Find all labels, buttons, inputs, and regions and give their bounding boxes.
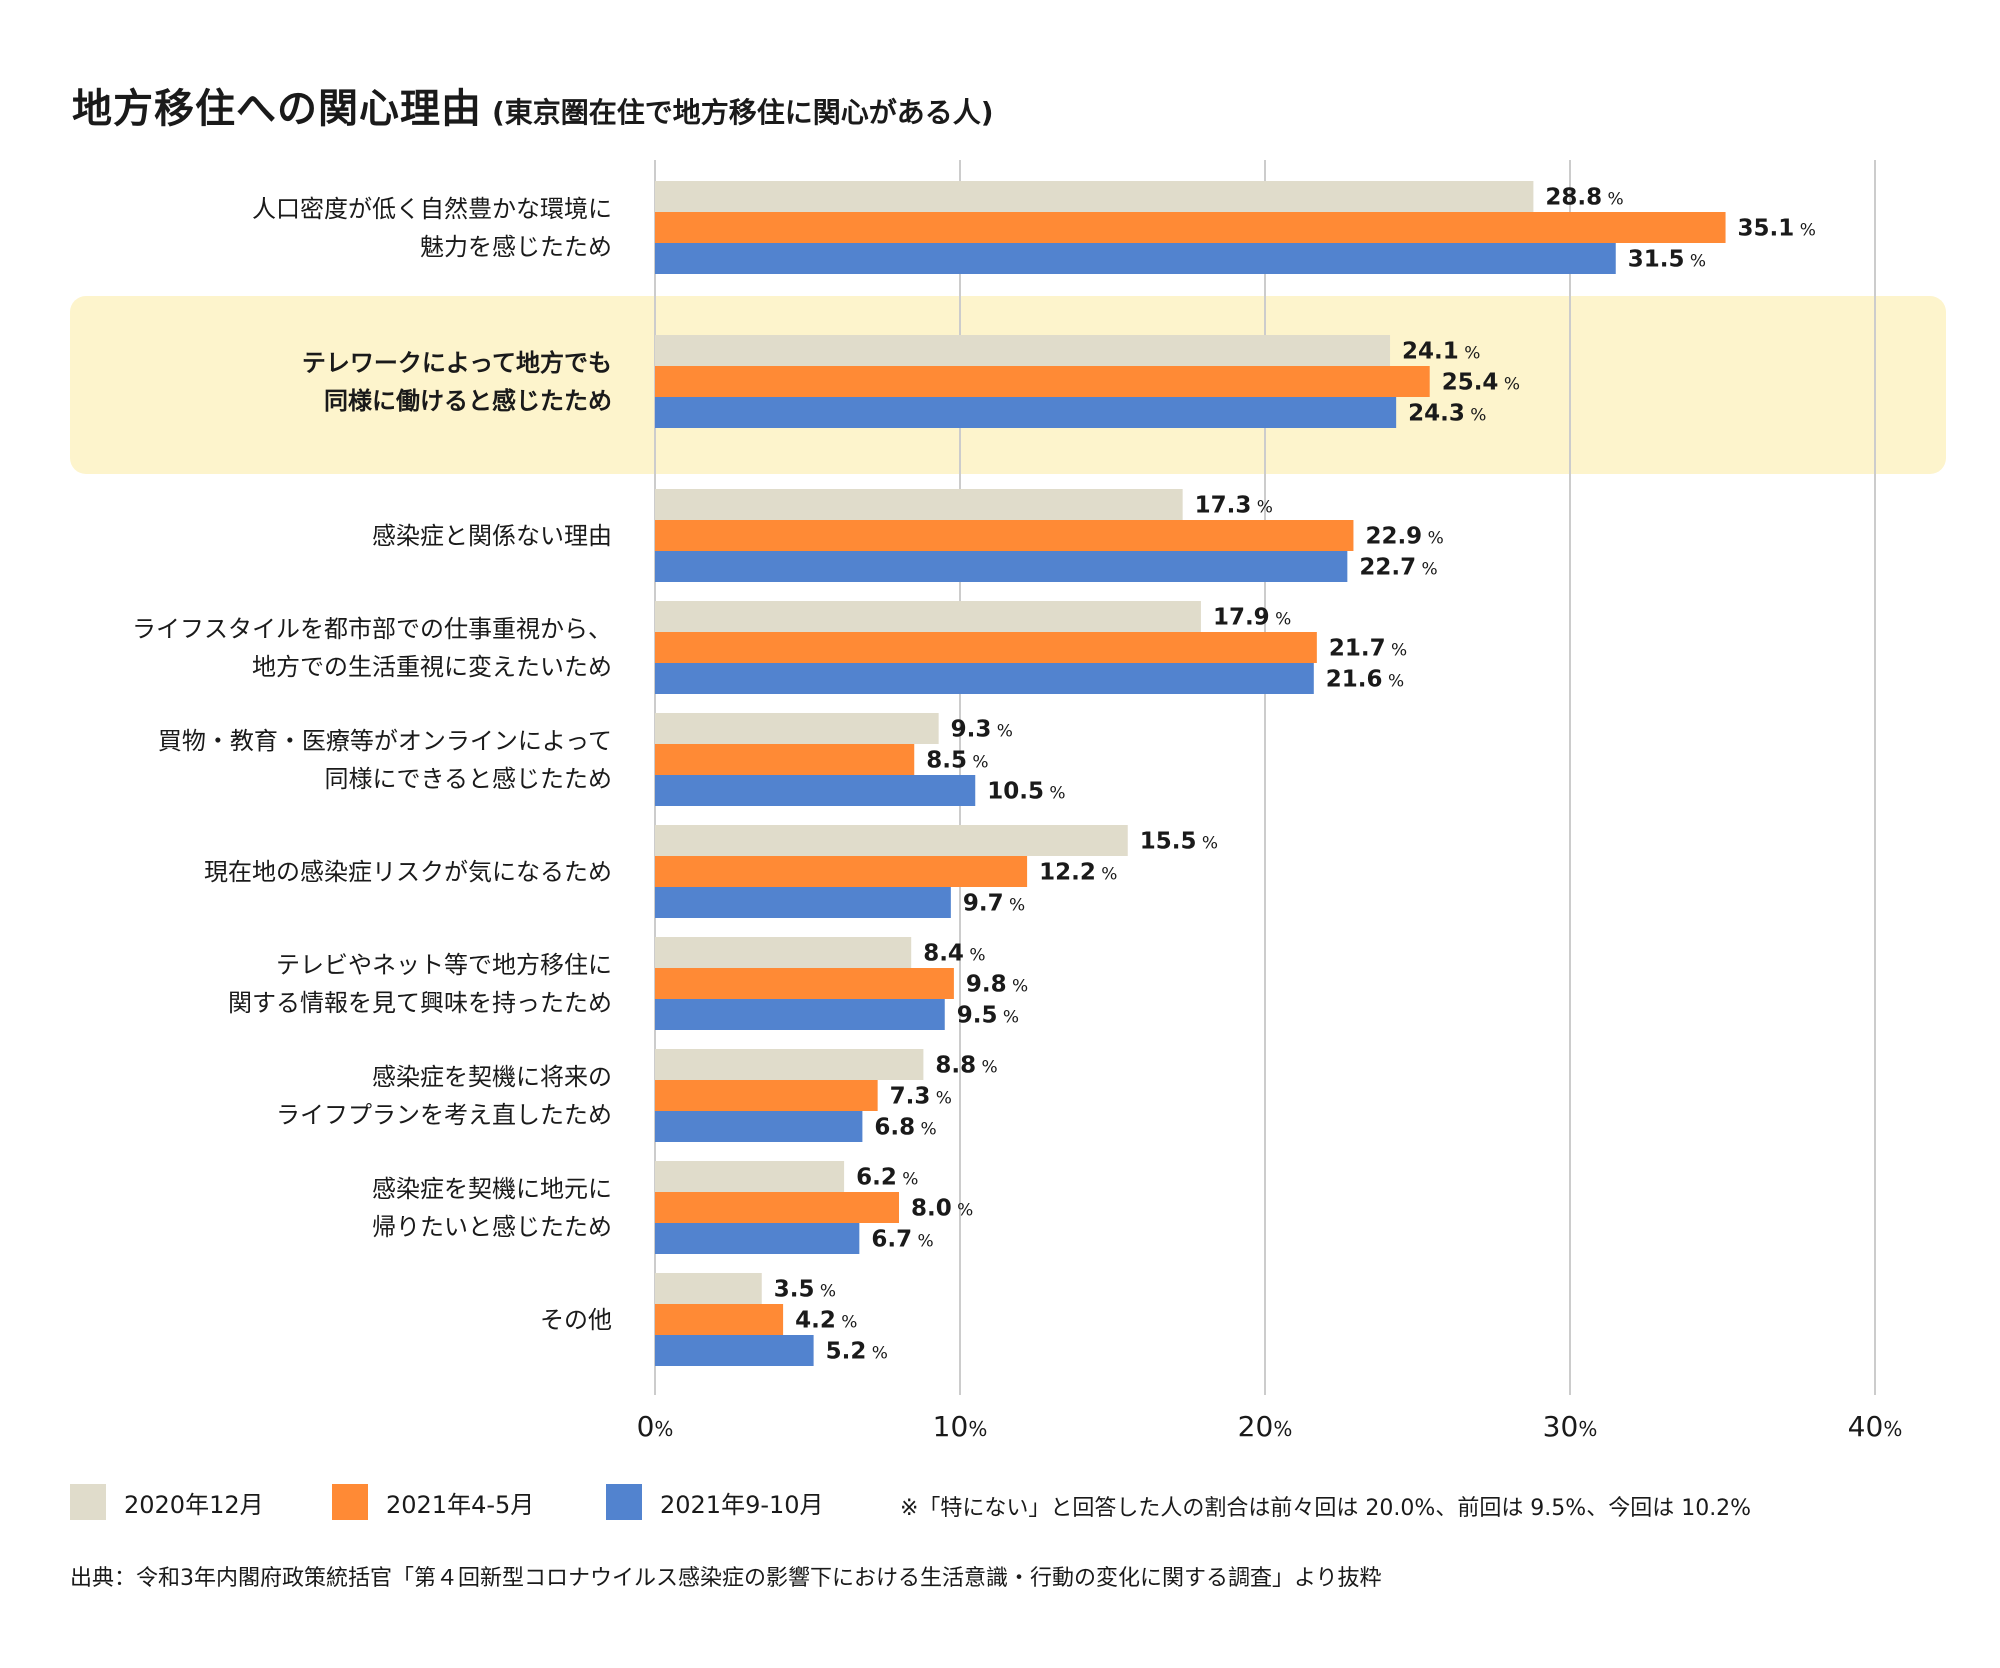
data-label: 3.5 % (774, 1277, 836, 1303)
bar (655, 1223, 860, 1254)
data-label: 35.1 % (1738, 216, 1816, 242)
data-label: 8.4 % (923, 941, 985, 967)
data-label: 25.4 % (1442, 370, 1520, 396)
bar (655, 744, 915, 775)
legend-item-2021-4-5: 2021年4-5月 (332, 1484, 534, 1520)
bar (655, 663, 1314, 694)
data-label: 24.1 % (1402, 339, 1480, 365)
legend-swatch-2020-12 (70, 1484, 106, 1520)
category-label: テレワークによって地方でも同様に働けると感じたため (302, 349, 612, 415)
category-label: 人口密度が低く自然豊かな環境に魅力を感じたため (252, 195, 612, 261)
category-label: 買物・教育・医療等がオンラインによって同様にできると感じたため (158, 727, 612, 793)
data-label: 12.2 % (1039, 860, 1117, 886)
bar (655, 520, 1354, 551)
data-label: 15.5 % (1140, 829, 1218, 855)
data-label: 10.5 % (987, 779, 1065, 805)
data-label: 4.2 % (795, 1308, 857, 1334)
category-label: 感染症を契機に地元に帰りたいと感じたため (372, 1175, 612, 1241)
category-label: 現在地の感染症リスクが気になるため (204, 858, 612, 886)
source-citation: 出典：令和3年内閣府政策統括官「第４回新型コロナウイルス感染症の影響下における生… (70, 1566, 1382, 1591)
data-label: 17.9 % (1213, 605, 1291, 631)
data-label: 22.9 % (1365, 524, 1443, 550)
data-label: 9.8 % (966, 972, 1028, 998)
bar (655, 713, 939, 744)
x-tick-label: 20% (1238, 1410, 1293, 1443)
data-label: 7.3 % (890, 1084, 952, 1110)
data-label: 8.0 % (911, 1196, 973, 1222)
bar (655, 1161, 845, 1192)
data-label: 6.7 % (871, 1227, 933, 1253)
bar (655, 1049, 924, 1080)
legend-label-2021-4-5: 2021年4-5月 (386, 1490, 535, 1519)
data-label: 21.7 % (1329, 636, 1407, 662)
bar (655, 601, 1201, 632)
data-label: 8.8 % (935, 1053, 997, 1079)
chart-title-main: 地方移住への関心理由 (72, 86, 482, 132)
bar (655, 632, 1317, 663)
bar (655, 181, 1534, 212)
legend-swatch-2021-4-5 (332, 1484, 368, 1520)
x-tick-label: 30% (1543, 1410, 1598, 1443)
bar (655, 366, 1430, 397)
data-label: 5.2 % (826, 1339, 888, 1365)
data-label: 31.5 % (1628, 247, 1706, 273)
data-label: 28.8 % (1545, 185, 1623, 211)
x-tick-label: 40% (1848, 1410, 1903, 1443)
category-label: 感染症を契機に将来のライフプランを考え直したため (276, 1063, 612, 1129)
bar (655, 1192, 899, 1223)
bar (655, 489, 1183, 520)
bar-chart: 0% 10% 20% 30% 40% 人口密度が低く自然豊かな環境に魅力を感じたため 28.… (70, 160, 1946, 1443)
data-label: 17.3 % (1195, 493, 1273, 519)
bar (655, 887, 951, 918)
bar (655, 856, 1028, 887)
legend-item-2021-9-10: 2021年9-10月 (606, 1484, 824, 1520)
data-label: 9.7 % (963, 891, 1025, 917)
bar (655, 1335, 814, 1366)
chart-title: 地方移住への関心理由 (東京圏在住で地方移住に関心がある人) (72, 76, 994, 134)
bar (655, 825, 1128, 856)
bar (655, 968, 954, 999)
bar (655, 937, 912, 968)
legend-label-2021-9-10: 2021年9-10月 (660, 1490, 824, 1519)
bar (655, 243, 1616, 274)
category-label: ライフスタイルを都市部での仕事重視から、地方での生活重視に変えたいため (132, 615, 612, 681)
bar (655, 1080, 878, 1111)
legend-label-2020-12: 2020年12月 (124, 1490, 264, 1519)
data-label: 6.8 % (874, 1115, 936, 1141)
data-label: 9.5 % (957, 1003, 1019, 1029)
bar (655, 1273, 762, 1304)
category-label: その他 (540, 1306, 612, 1334)
bar (655, 212, 1726, 243)
bar (655, 551, 1348, 582)
bar (655, 1304, 784, 1335)
bar (655, 1111, 863, 1142)
data-label: 24.3 % (1408, 401, 1486, 427)
data-label: 6.2 % (856, 1165, 918, 1191)
data-label: 9.3 % (951, 717, 1013, 743)
x-tick-label: 10% (933, 1410, 988, 1443)
legend-item-2020-12: 2020年12月 (70, 1484, 264, 1520)
category-label: テレビやネット等で地方移住に関する情報を見て興味を持ったため (228, 951, 612, 1017)
data-label: 21.6 % (1326, 667, 1404, 693)
bar (655, 775, 976, 806)
bar (655, 335, 1391, 366)
note: ※「特にない」と回答した人の割合は前々回は 20.0%、前回は 9.5%、今回は… (900, 1496, 1752, 1521)
data-label: 8.5 % (926, 748, 988, 774)
data-label: 22.7 % (1359, 555, 1437, 581)
x-tick-label: 0% (637, 1410, 674, 1443)
bar (655, 397, 1397, 428)
bar (655, 999, 945, 1030)
category-label: 感染症と関係ない理由 (372, 522, 612, 550)
legend-swatch-2021-9-10 (606, 1484, 642, 1520)
chart-subtitle: (東京圏在住で地方移住に関心がある人) (492, 96, 994, 129)
